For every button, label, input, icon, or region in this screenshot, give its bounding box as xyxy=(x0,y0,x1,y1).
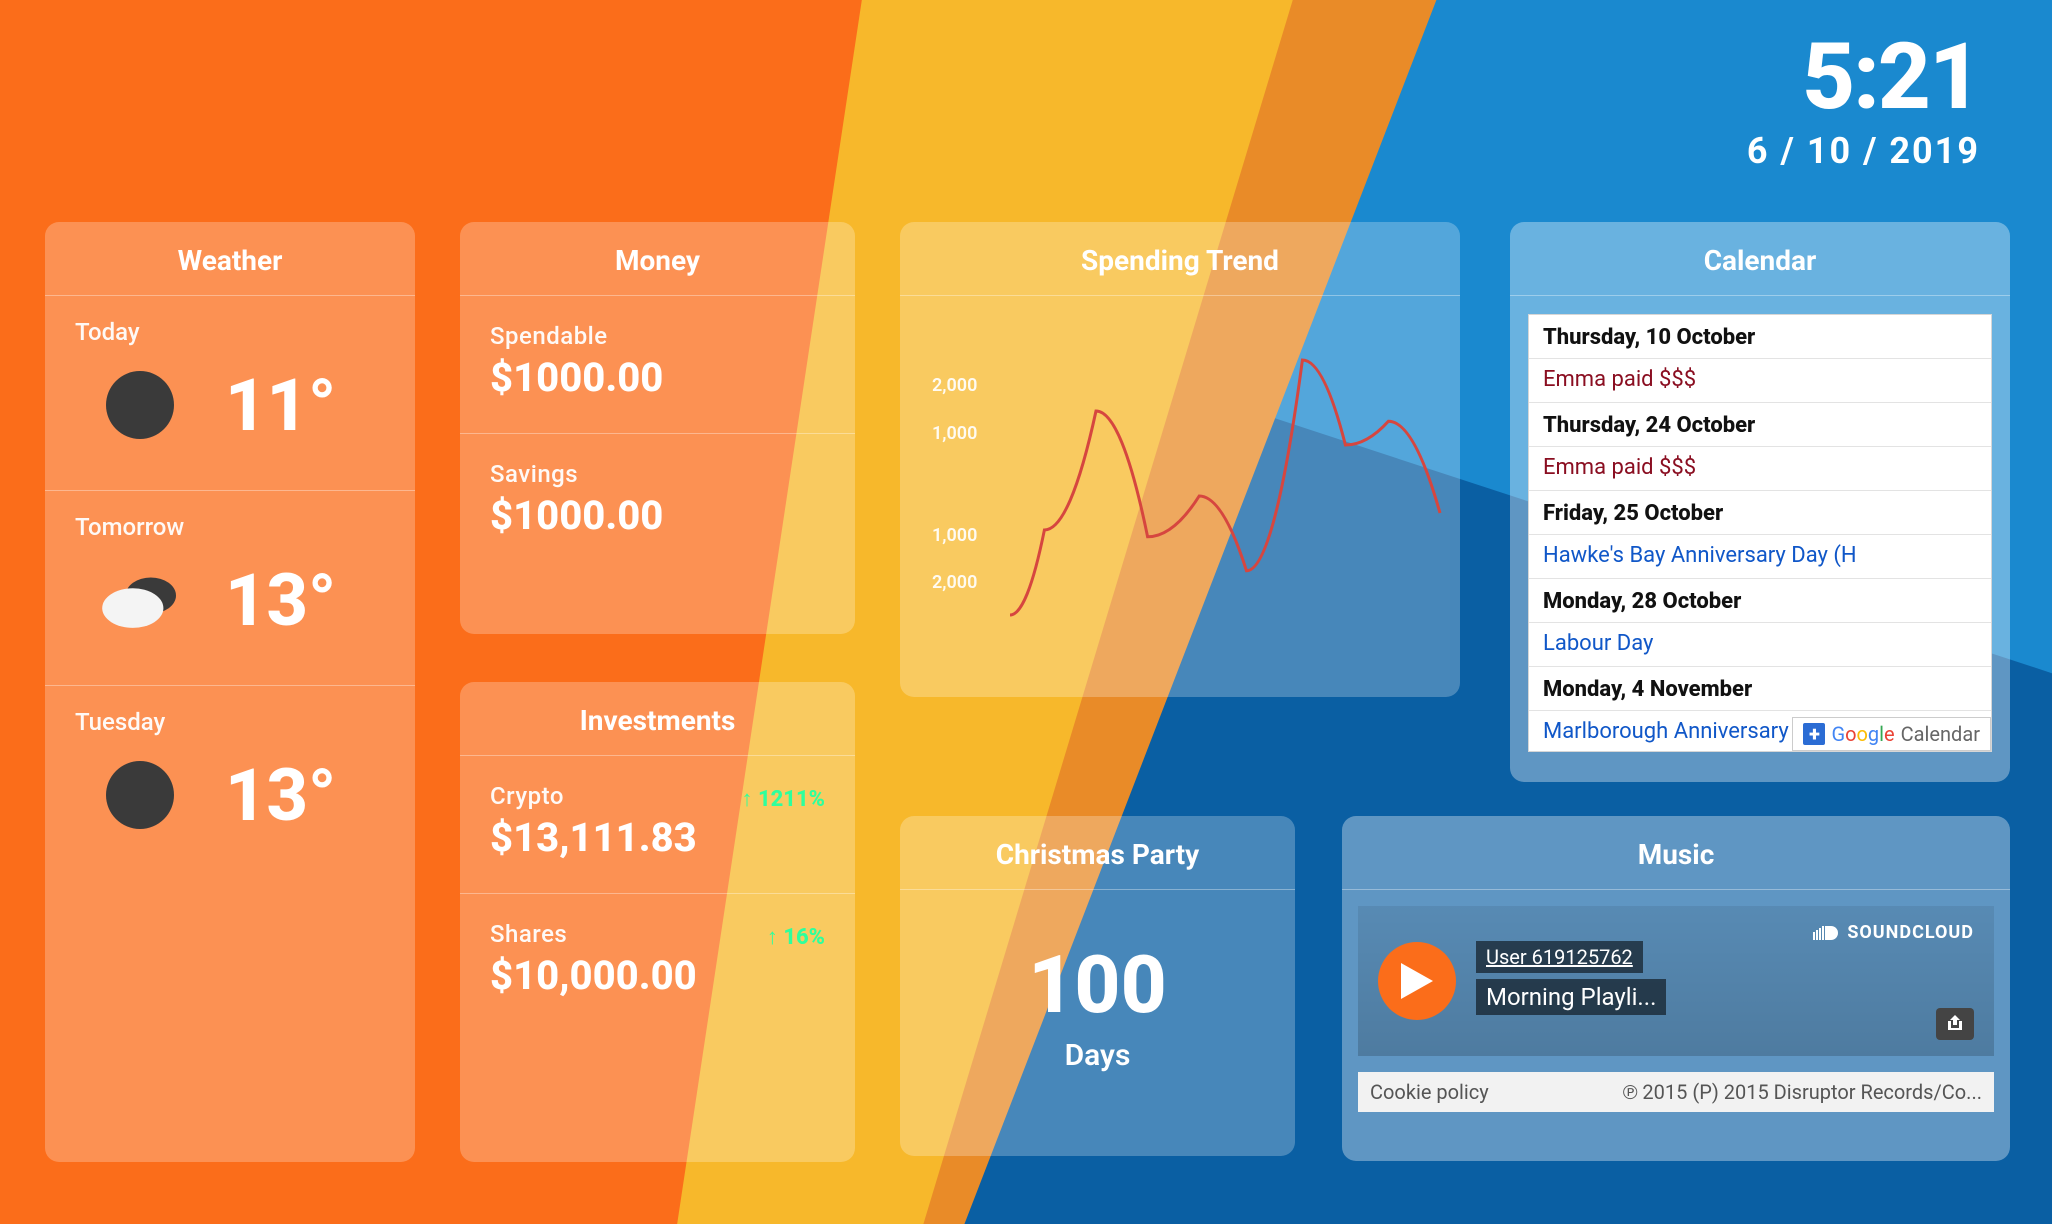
calendar-card: Calendar Thursday, 10 OctoberEmma paid $… xyxy=(1510,222,2010,782)
calendar-title: Calendar xyxy=(1510,222,2010,296)
money-value: $1000.00 xyxy=(490,354,825,401)
investments-title: Investments xyxy=(460,682,855,756)
weather-day-label: Tomorrow xyxy=(75,513,385,541)
money-card: Money Spendable $1000.00 Savings $1000.00 xyxy=(460,222,855,634)
agenda-event[interactable]: Hawke's Bay Anniversary Day (H xyxy=(1529,534,1991,578)
weather-day-label: Today xyxy=(75,318,385,346)
agenda-date: Monday, 4 November xyxy=(1529,666,1991,710)
spending-trend-chart: 2,0001,0001,0002,000 xyxy=(900,296,1460,697)
play-button[interactable] xyxy=(1378,942,1456,1020)
money-title: Money xyxy=(460,222,855,296)
music-card: Music User 619125762 Morning Playli... S… xyxy=(1342,816,2010,1161)
music-footer: Cookie policy ℗ 2015 (P) 2015 Disruptor … xyxy=(1358,1072,1994,1112)
investment-row: Shares$10,000.0016% xyxy=(460,894,855,1031)
weather-icon xyxy=(95,360,185,450)
money-value: $1000.00 xyxy=(490,492,825,539)
weather-day: Tomorrow 13° xyxy=(45,491,415,686)
play-icon xyxy=(1401,963,1433,999)
investments-card: Investments Crypto$13,111.831211%Shares$… xyxy=(460,682,855,1162)
agenda-event[interactable]: Labour Day xyxy=(1529,622,1991,666)
investment-row: Crypto$13,111.831211% xyxy=(460,756,855,894)
spending-trend-card: Spending Trend 2,0001,0001,0002,000 xyxy=(900,222,1460,697)
weather-temp: 13° xyxy=(225,558,336,643)
investment-delta: 1211% xyxy=(741,786,825,812)
weather-title: Weather xyxy=(45,222,415,296)
countdown-card: Christmas Party 100 Days xyxy=(900,816,1295,1156)
agenda-event[interactable]: Emma paid $$$ xyxy=(1529,358,1991,402)
agenda-date: Thursday, 24 October xyxy=(1529,402,1991,446)
music-user[interactable]: User 619125762 xyxy=(1476,941,1643,973)
money-row: Spendable $1000.00 xyxy=(460,296,855,434)
investment-value: $10,000.00 xyxy=(490,952,825,999)
weather-icon xyxy=(95,555,185,645)
weather-temp: 13° xyxy=(225,753,336,838)
countdown-title: Christmas Party xyxy=(900,816,1295,890)
cookie-policy-link[interactable]: Cookie policy xyxy=(1370,1080,1489,1104)
calendar-agenda[interactable]: Thursday, 10 OctoberEmma paid $$$Thursda… xyxy=(1528,314,1992,752)
agenda-event[interactable]: Emma paid $$$ xyxy=(1529,446,1991,490)
countdown-value: 100 xyxy=(900,938,1295,1032)
plus-icon: + xyxy=(1803,723,1825,745)
weather-day: Tuesday 13° xyxy=(45,686,415,880)
weather-day: Today 11° xyxy=(45,296,415,491)
money-label: Savings xyxy=(490,460,825,488)
money-label: Spendable xyxy=(490,322,825,350)
agenda-date: Thursday, 10 October xyxy=(1529,315,1991,358)
music-track[interactable]: Morning Playli... xyxy=(1476,979,1666,1015)
spending-trend-title: Spending Trend xyxy=(900,222,1460,296)
soundcloud-brand[interactable]: SOUNDCLOUD xyxy=(1813,922,1974,943)
google-calendar-badge[interactable]: +GoogleCalendar xyxy=(1792,717,1991,751)
countdown-unit: Days xyxy=(900,1038,1295,1073)
weather-day-label: Tuesday xyxy=(75,708,385,736)
share-icon xyxy=(1945,1015,1965,1033)
weather-temp: 11° xyxy=(225,363,336,448)
agenda-date: Friday, 25 October xyxy=(1529,490,1991,534)
music-copyright: ℗ 2015 (P) 2015 Disruptor Records/Co... xyxy=(1623,1080,1982,1105)
weather-card: Weather Today 11° Tomorrow 13° Tuesday 13° xyxy=(45,222,415,1162)
music-player: User 619125762 Morning Playli... SOUNDCL… xyxy=(1358,906,1994,1056)
investment-delta: 16% xyxy=(767,924,825,950)
agenda-date: Monday, 28 October xyxy=(1529,578,1991,622)
weather-icon xyxy=(95,750,185,840)
trend-line xyxy=(900,296,1460,697)
music-title: Music xyxy=(1342,816,2010,890)
soundcloud-icon xyxy=(1813,926,1839,940)
share-button[interactable] xyxy=(1936,1008,1974,1040)
money-row: Savings $1000.00 xyxy=(460,434,855,571)
investment-value: $13,111.83 xyxy=(490,814,825,861)
